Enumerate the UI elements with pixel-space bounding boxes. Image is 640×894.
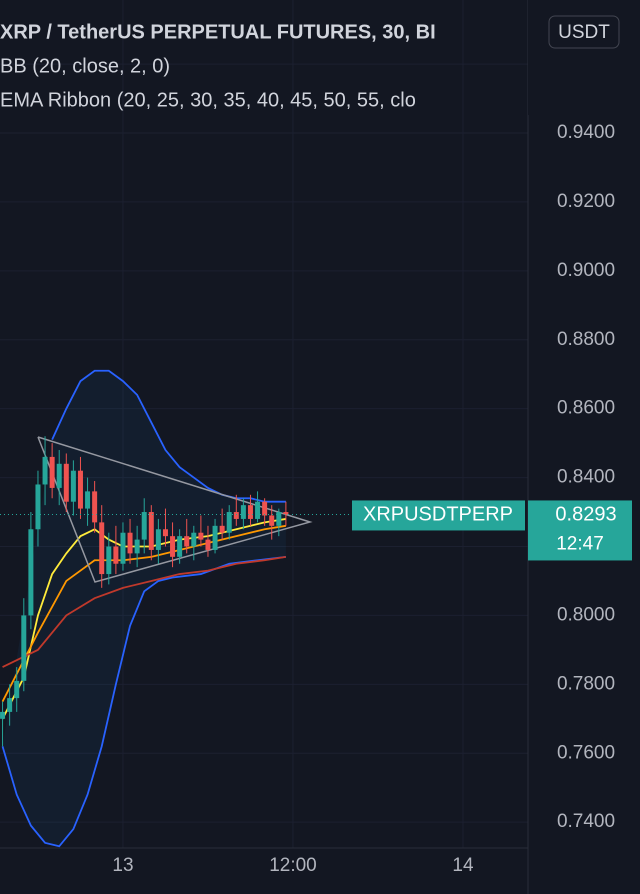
- currency-button[interactable]: [548, 15, 620, 49]
- candle-body: [134, 539, 140, 554]
- candle-body: [92, 491, 98, 523]
- candle-body: [255, 501, 261, 519]
- last-price-label: 0.8293: [555, 504, 616, 526]
- candle-body: [269, 515, 275, 526]
- candle-body: [99, 522, 105, 575]
- candle-body: [85, 491, 91, 509]
- candle-body: [262, 501, 268, 516]
- candle-body: [247, 505, 253, 519]
- candle-body: [148, 512, 154, 550]
- candle-body: [49, 456, 55, 488]
- y-tick-label: 0.9200: [557, 191, 615, 212]
- candle-body: [205, 539, 211, 550]
- candle-body: [77, 470, 83, 509]
- x-tick-label: 14: [452, 855, 474, 876]
- candle-body: [35, 484, 41, 530]
- y-tick-label: 0.8000: [557, 604, 615, 625]
- countdown-label: 12:47: [556, 533, 604, 554]
- candle-body: [219, 525, 225, 533]
- candle-body: [177, 536, 183, 557]
- candle-body: [0, 711, 6, 719]
- y-tick-label: 0.7600: [557, 742, 615, 763]
- candle-body: [14, 680, 20, 699]
- time-axis-panel: [0, 848, 640, 894]
- indicator-line: [2, 555, 287, 668]
- indicator-label: BB (20, close, 2, 0): [0, 55, 170, 77]
- indicator-line: [51, 369, 286, 503]
- candle-body: [155, 529, 161, 550]
- candle-body: [63, 463, 69, 502]
- chart-title: XRP / TetherUS PERPETUAL FUTURES, 30, BI: [0, 21, 436, 43]
- candle-body: [106, 546, 112, 575]
- symbol-badge: [352, 500, 525, 531]
- indicator-label: EMA Ribbon (20, 25, 30, 35, 40, 45, 50, …: [0, 89, 416, 111]
- y-tick-label: 0.8800: [557, 329, 615, 350]
- candle-body: [276, 512, 282, 526]
- candle-body: [141, 512, 147, 540]
- price-axis-panel: [528, 0, 640, 894]
- last-price-badge: [528, 500, 632, 561]
- currency-label[interactable]: USDT: [558, 22, 610, 43]
- candle-body: [226, 512, 232, 533]
- candle-body: [240, 505, 246, 519]
- candle-body: [283, 512, 289, 515]
- candle-body: [162, 529, 168, 537]
- y-tick-label: 0.9000: [557, 260, 615, 281]
- x-tick-label: 12:00: [269, 855, 317, 876]
- candle-body: [56, 463, 62, 488]
- candle-body: [212, 525, 218, 550]
- candle-body: [21, 615, 27, 681]
- candle-body: [42, 456, 48, 485]
- candle-body: [198, 532, 204, 540]
- candle-body: [7, 698, 13, 712]
- symbol-label: XRPUSDTPERP: [363, 504, 513, 526]
- y-tick-label: 0.9400: [557, 122, 615, 143]
- title-mask: [528, 60, 640, 115]
- candle-body: [127, 532, 133, 554]
- candle-body: [113, 546, 119, 564]
- y-tick-label: 0.7400: [557, 811, 615, 832]
- candle-body: [170, 536, 176, 557]
- x-tick-label: 13: [112, 855, 133, 876]
- candle-body: [184, 536, 190, 547]
- candle-body: [70, 470, 76, 502]
- price-labels: XRPUSDTPERP 0.8293 12:47: [352, 500, 632, 561]
- candle-body: [120, 532, 126, 564]
- y-tick-label: 0.8400: [557, 467, 615, 488]
- overlay: [0, 436, 528, 747]
- y-tick-label: 0.8600: [557, 398, 615, 419]
- candle-body: [191, 532, 197, 547]
- candle-body: [28, 529, 34, 616]
- y-tick-label: 0.7800: [557, 673, 615, 694]
- candle-body: [233, 512, 239, 519]
